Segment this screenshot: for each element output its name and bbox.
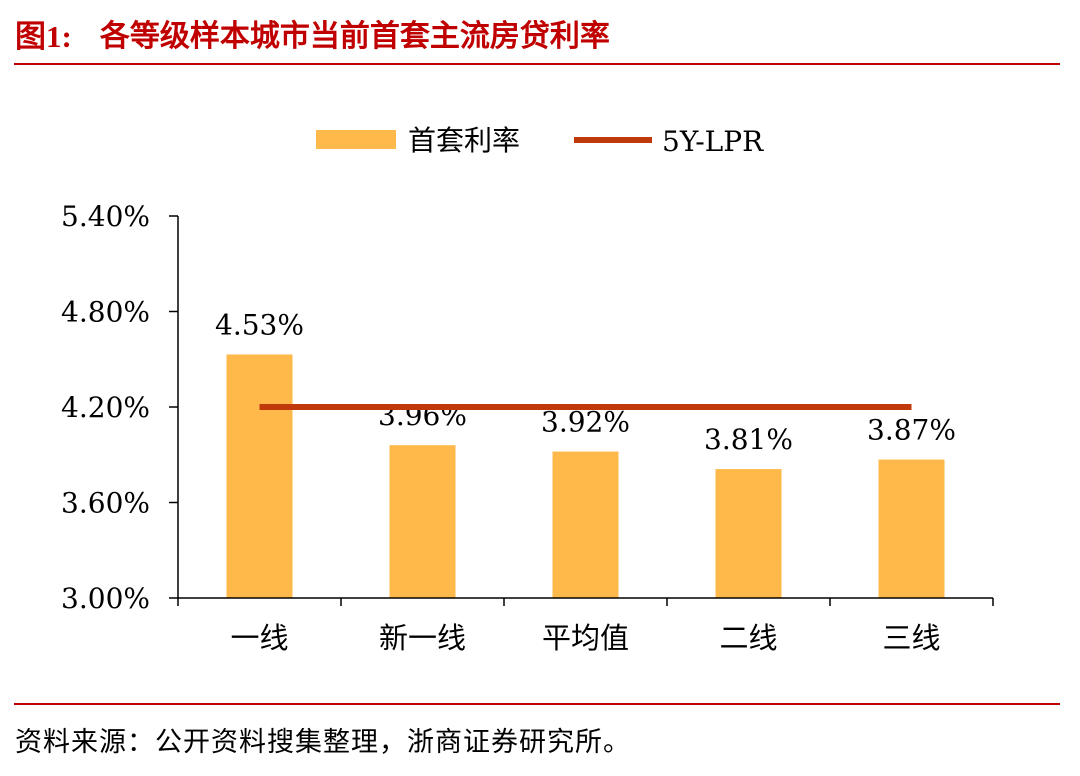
bar [878, 459, 945, 598]
bar [389, 445, 456, 598]
category-label: 三线 [882, 621, 940, 655]
legend-label-line: 5Y-LPR [662, 125, 764, 158]
category-label: 一线 [230, 621, 288, 655]
bar [715, 469, 782, 598]
bar [552, 451, 619, 598]
category-label: 二线 [719, 621, 777, 655]
data-label: 3.81% [704, 423, 793, 456]
data-label: 3.87% [867, 414, 956, 447]
y-tick-label: 3.60% [61, 487, 150, 520]
footer-divider [14, 703, 1060, 705]
data-label: 3.92% [541, 406, 630, 439]
y-tick-label: 5.40% [61, 200, 150, 233]
bar [226, 354, 293, 598]
figure-label: 图1: [15, 18, 72, 54]
y-tick-label: 4.20% [61, 391, 150, 424]
header-divider [14, 63, 1060, 65]
legend-label-bar: 首套利率 [408, 124, 520, 157]
bar-line-chart: 首套利率 5Y-LPR 3.00% 3.60% 4.20% 4.80% 5.40% 4.53%… [61, 124, 994, 655]
category-label: 平均值 [542, 621, 629, 655]
category-label: 新一线 [379, 621, 466, 655]
legend-swatch-bar [316, 130, 396, 149]
data-label: 4.53% [215, 308, 304, 341]
figure-header: 图1: 各等级样本城市当前首套主流房贷利率 [15, 8, 610, 58]
y-tick-label: 3.00% [61, 582, 150, 615]
figure-title: 各等级样本城市当前首套主流房贷利率 [99, 19, 610, 54]
y-tick-label: 4.80% [61, 296, 150, 329]
source-note: 资料来源：公开资料搜集整理，浙商证券研究所。 [15, 727, 631, 758]
